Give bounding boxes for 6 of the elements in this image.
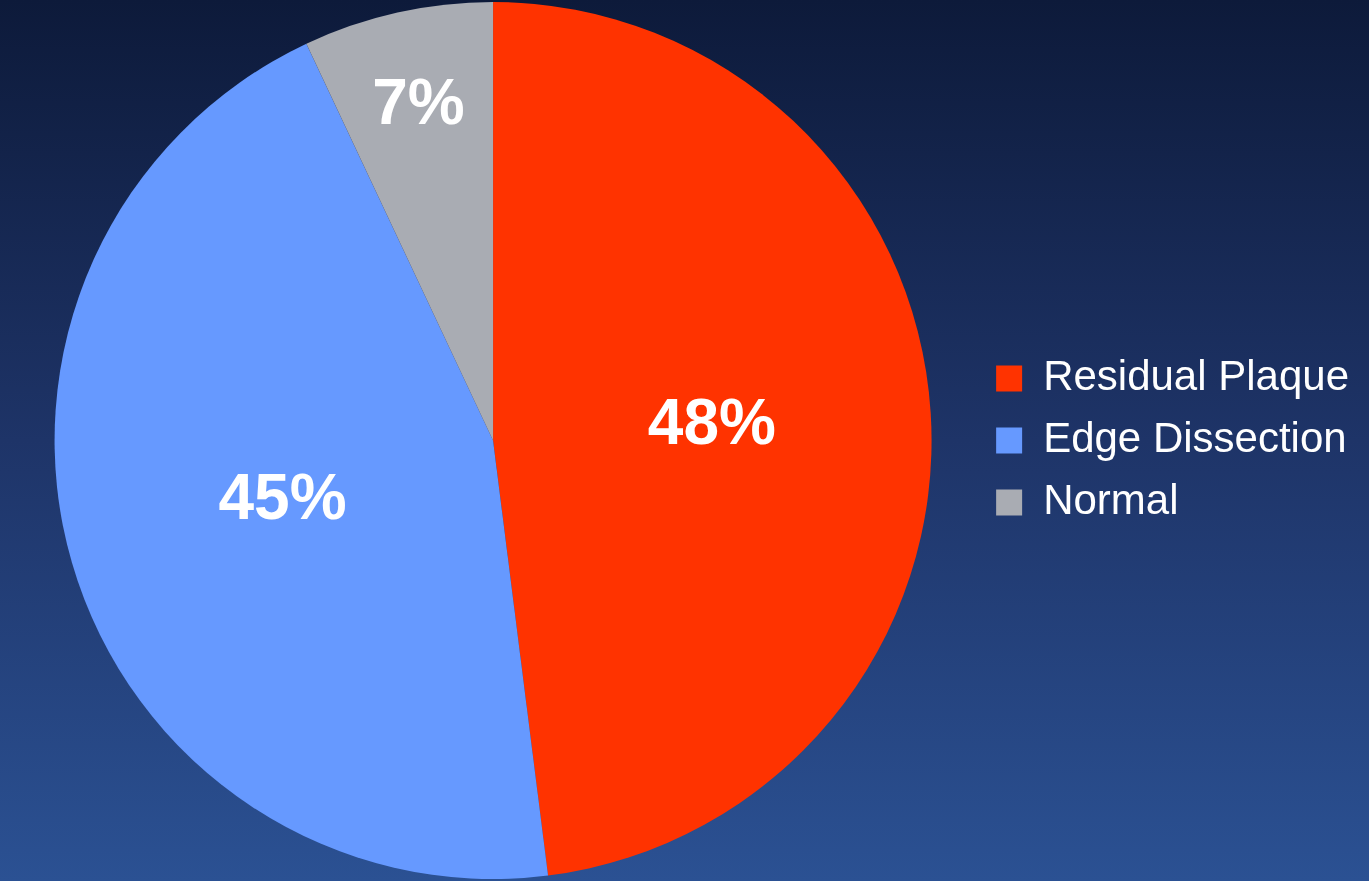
legend-label: Normal — [1043, 476, 1179, 524]
data-label: 48% — [647, 386, 776, 459]
data-label: 45% — [218, 461, 347, 534]
data-label: 7% — [372, 66, 465, 139]
legend-label: Edge Dissection — [1043, 414, 1347, 462]
legend-label: Residual Plaque — [1043, 352, 1349, 400]
